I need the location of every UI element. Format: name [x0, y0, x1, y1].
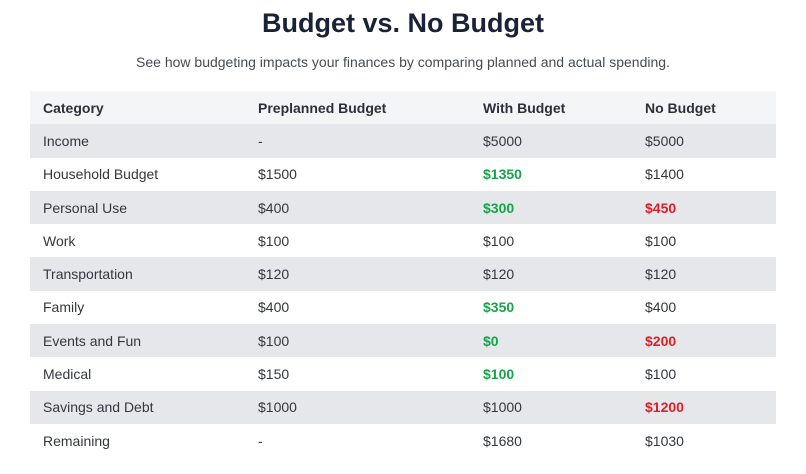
- table-header-row: Category Preplanned Budget With Budget N…: [30, 91, 776, 125]
- table-row: Work $100 $100 $100: [30, 224, 776, 258]
- cell-with-budget: $1000: [470, 390, 632, 424]
- cell-category: Medical: [30, 357, 245, 391]
- column-header-with-budget: With Budget: [470, 91, 632, 125]
- cell-with-budget: $300: [470, 190, 632, 225]
- cell-preplanned: $100: [245, 324, 470, 358]
- column-header-preplanned: Preplanned Budget: [245, 91, 470, 125]
- cell-no-budget: $400: [632, 290, 776, 325]
- cell-with-budget: $100: [470, 224, 632, 258]
- cell-category: Household Budget: [30, 157, 245, 191]
- table-row: Events and Fun $100 $0 $200: [30, 324, 776, 358]
- cell-preplanned: $1000: [245, 390, 470, 424]
- cell-preplanned: $100: [245, 224, 470, 258]
- cell-no-budget: $5000: [632, 124, 776, 158]
- table-row: Personal Use $400 $300 $450: [30, 190, 776, 225]
- cell-category: Savings and Debt: [30, 390, 245, 424]
- column-header-category: Category: [30, 91, 245, 125]
- table-row: Family $400 $350 $400: [30, 290, 776, 325]
- cell-preplanned: -: [245, 124, 470, 158]
- table-row: Medical $150 $100 $100: [30, 357, 776, 391]
- cell-with-budget: $5000: [470, 124, 632, 158]
- cell-category: Personal Use: [30, 190, 245, 225]
- cell-preplanned: $1500: [245, 157, 470, 191]
- cell-with-budget: $350: [470, 290, 632, 325]
- table-row: Income - $5000 $5000: [30, 124, 776, 158]
- cell-preplanned: $400: [245, 190, 470, 225]
- cell-category: Family: [30, 290, 245, 325]
- cell-with-budget: $0: [470, 324, 632, 358]
- cell-preplanned: $400: [245, 290, 470, 325]
- cell-preplanned: $120: [245, 257, 470, 291]
- cell-with-budget: $100: [470, 357, 632, 391]
- column-header-no-budget: No Budget: [632, 91, 776, 125]
- cell-no-budget: $1200: [632, 390, 776, 424]
- cell-category: Events and Fun: [30, 324, 245, 358]
- cell-no-budget: $450: [632, 190, 776, 225]
- table-row: Remaining - $1680 $1030: [30, 423, 776, 458]
- budget-table: Category Preplanned Budget With Budget N…: [30, 91, 776, 458]
- table-row: Household Budget $1500 $1350 $1400: [30, 157, 776, 191]
- cell-no-budget: $1400: [632, 157, 776, 191]
- cell-with-budget: $1680: [470, 423, 632, 458]
- cell-category: Income: [30, 124, 245, 158]
- cell-preplanned: $150: [245, 357, 470, 391]
- cell-preplanned: -: [245, 423, 470, 458]
- cell-no-budget: $100: [632, 357, 776, 391]
- budget-table-container: Category Preplanned Budget With Budget N…: [30, 91, 776, 458]
- cell-no-budget: $200: [632, 324, 776, 358]
- table-row: Savings and Debt $1000 $1000 $1200: [30, 390, 776, 424]
- cell-category: Work: [30, 224, 245, 258]
- cell-with-budget: $120: [470, 257, 632, 291]
- page-title: Budget vs. No Budget: [262, 8, 544, 38]
- cell-no-budget: $1030: [632, 423, 776, 458]
- cell-category: Transportation: [30, 257, 245, 291]
- cell-with-budget: $1350: [470, 157, 632, 191]
- table-row: Transportation $120 $120 $120: [30, 257, 776, 291]
- cell-no-budget: $100: [632, 224, 776, 258]
- table-body: Income - $5000 $5000 Household Budget $1500 $1…: [30, 124, 776, 458]
- cell-no-budget: $120: [632, 257, 776, 291]
- cell-category: Remaining: [30, 423, 245, 458]
- page-subtitle: See how budgeting impacts your finances …: [136, 54, 670, 70]
